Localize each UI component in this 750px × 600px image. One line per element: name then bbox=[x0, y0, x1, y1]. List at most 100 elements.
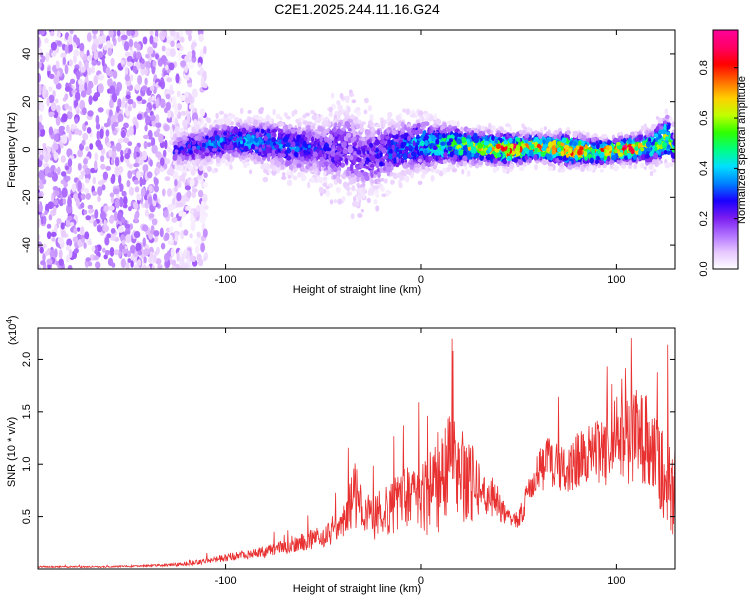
heatmap-cell bbox=[164, 159, 170, 165]
heatmap-cell bbox=[61, 187, 68, 198]
heatmap-cell bbox=[160, 98, 166, 109]
heatmap-cell bbox=[128, 125, 134, 136]
heatmap-cell bbox=[277, 152, 281, 159]
heatmap-cell bbox=[169, 30, 176, 37]
heatmap-cell bbox=[69, 30, 74, 35]
heatmap-cell bbox=[128, 206, 132, 212]
heatmap-cell bbox=[183, 229, 189, 236]
heatmap-cell bbox=[104, 236, 110, 246]
heatmap-cell bbox=[78, 129, 83, 136]
heatmap-cell bbox=[548, 133, 554, 138]
heatmap-cell bbox=[466, 170, 471, 177]
heatmap-cell bbox=[88, 95, 93, 106]
heatmap-cell bbox=[91, 59, 97, 66]
heatmap-cell bbox=[47, 66, 51, 72]
heatmap-cell bbox=[106, 142, 112, 148]
heatmap-cell bbox=[70, 78, 76, 85]
heatmap-cell bbox=[51, 52, 57, 57]
heatmap-cell bbox=[203, 205, 209, 210]
heatmap-cell bbox=[170, 40, 175, 48]
heatmap-cell bbox=[96, 225, 103, 233]
heatmap-cell bbox=[186, 190, 192, 199]
heatmap-cell bbox=[405, 108, 411, 115]
heatmap-cell bbox=[154, 250, 159, 256]
heatmap-cell bbox=[130, 30, 136, 36]
heatmap-cell bbox=[451, 168, 458, 173]
heatmap-cell bbox=[176, 90, 181, 98]
heatmap-cell bbox=[44, 210, 48, 216]
heatmap-cell bbox=[180, 60, 187, 68]
heatmap-cell bbox=[74, 99, 79, 107]
heatmap-cell bbox=[117, 138, 124, 144]
heatmap-cell bbox=[253, 114, 258, 119]
heatmap-cell bbox=[528, 156, 532, 164]
heatmap-cell bbox=[218, 110, 225, 115]
heatmap-cell bbox=[143, 134, 150, 140]
heatmap-cell bbox=[93, 51, 99, 60]
heatmap-cell bbox=[153, 230, 160, 237]
heatmap-cell bbox=[38, 36, 41, 47]
heatmap-cell bbox=[168, 62, 175, 71]
heatmap-cell bbox=[56, 166, 61, 175]
heatmap-cell bbox=[128, 186, 135, 196]
heatmap-cell bbox=[121, 129, 126, 139]
heatmap-cell bbox=[178, 30, 184, 37]
heatmap-cell bbox=[314, 177, 318, 183]
heatmap-cell bbox=[151, 218, 158, 226]
heatmap-cell bbox=[38, 200, 41, 205]
heatmap-cell bbox=[69, 222, 75, 227]
heatmap-cell bbox=[180, 94, 186, 102]
heatmap-cell bbox=[38, 184, 44, 190]
heatmap-cell bbox=[107, 47, 113, 57]
heatmap-cell bbox=[51, 237, 56, 242]
heatmap-cell bbox=[71, 124, 78, 129]
heatmap-cell bbox=[39, 124, 44, 130]
heatmap-cell bbox=[148, 196, 153, 206]
heatmap-cell bbox=[39, 102, 45, 112]
heatmap-cell bbox=[442, 158, 448, 164]
heatmap-cell bbox=[76, 227, 81, 232]
heatmap-cell bbox=[110, 158, 115, 166]
heatmap-cell bbox=[351, 99, 357, 104]
heatmap-cell bbox=[143, 248, 150, 256]
heatmap-cell bbox=[269, 163, 274, 169]
heatmap-cell bbox=[180, 229, 185, 240]
heatmap-cell bbox=[38, 147, 42, 156]
heatmap-cell bbox=[80, 193, 86, 200]
heatmap-cell bbox=[175, 73, 180, 84]
heatmap-cell bbox=[196, 174, 203, 180]
heatmap-cell bbox=[38, 72, 41, 83]
heatmap-cell bbox=[92, 191, 98, 196]
heatmap-cell bbox=[142, 36, 148, 45]
heatmap-cell bbox=[83, 209, 88, 215]
heatmap-cell bbox=[78, 175, 82, 180]
heatmap-cell bbox=[162, 149, 167, 158]
heatmap-cell bbox=[56, 40, 62, 46]
heatmap-cell bbox=[123, 122, 129, 129]
heatmap-cell bbox=[38, 128, 41, 138]
heatmap-cell bbox=[58, 198, 64, 207]
heatmap-cell bbox=[54, 224, 58, 235]
heatmap-cell bbox=[145, 115, 151, 124]
heatmap-cell bbox=[97, 180, 105, 186]
heatmap-cell bbox=[67, 215, 73, 221]
heatmap-cell bbox=[385, 189, 391, 197]
heatmap-cell bbox=[347, 106, 351, 113]
heatmap-cell bbox=[133, 264, 139, 269]
heatmap-cell bbox=[60, 155, 66, 163]
heatmap-cell bbox=[64, 64, 69, 75]
heatmap-cell bbox=[133, 179, 140, 185]
heatmap-cell bbox=[132, 101, 137, 109]
heatmap-cell bbox=[152, 200, 157, 207]
heatmap-cell bbox=[171, 96, 177, 106]
heatmap-cell bbox=[387, 111, 393, 118]
heatmap-cell bbox=[149, 85, 155, 92]
heatmap-cell bbox=[152, 193, 158, 201]
heatmap-cell bbox=[146, 142, 152, 148]
heatmap-cell bbox=[166, 77, 173, 83]
heatmap-cell bbox=[38, 234, 41, 241]
heatmap-cell bbox=[105, 129, 110, 137]
heatmap-cell bbox=[149, 251, 154, 259]
heatmap-cell bbox=[189, 178, 195, 187]
